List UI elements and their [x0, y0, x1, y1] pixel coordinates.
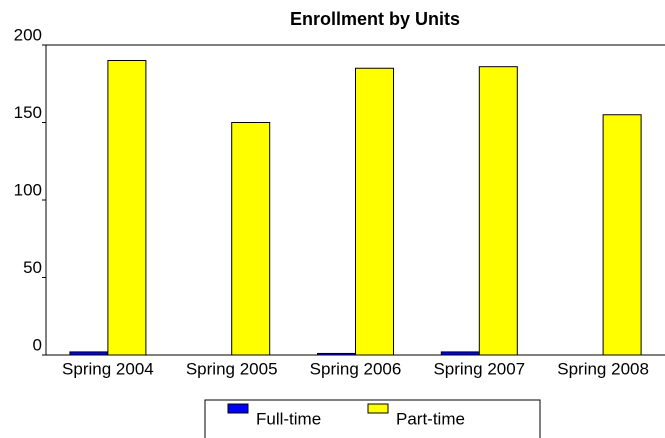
bar — [440, 351, 480, 356]
y-tick-label: 100 — [14, 180, 42, 199]
x-tick-label: Spring 2006 — [310, 359, 402, 378]
legend-label: Full-time — [256, 409, 321, 428]
bar — [602, 114, 642, 356]
chart-title: Enrollment by Units — [290, 9, 460, 29]
y-tick-label: 150 — [14, 103, 42, 122]
y-tick-label: 50 — [23, 258, 42, 277]
bar — [69, 351, 109, 356]
bar — [317, 352, 356, 356]
x-tick-label: Spring 2008 — [557, 359, 649, 378]
bar — [355, 67, 394, 356]
legend-label: Part-time — [396, 409, 465, 428]
y-tick-label: 0 — [33, 335, 42, 354]
x-tick-label: Spring 2007 — [433, 359, 525, 378]
bar — [231, 122, 271, 356]
y-tick-label: 200 — [14, 25, 42, 44]
bar — [107, 60, 147, 356]
legend-swatch — [367, 403, 389, 414]
bar — [478, 66, 518, 356]
legend-swatch — [227, 403, 249, 414]
x-tick-label: Spring 2004 — [62, 359, 154, 378]
x-tick-label: Spring 2005 — [186, 359, 278, 378]
